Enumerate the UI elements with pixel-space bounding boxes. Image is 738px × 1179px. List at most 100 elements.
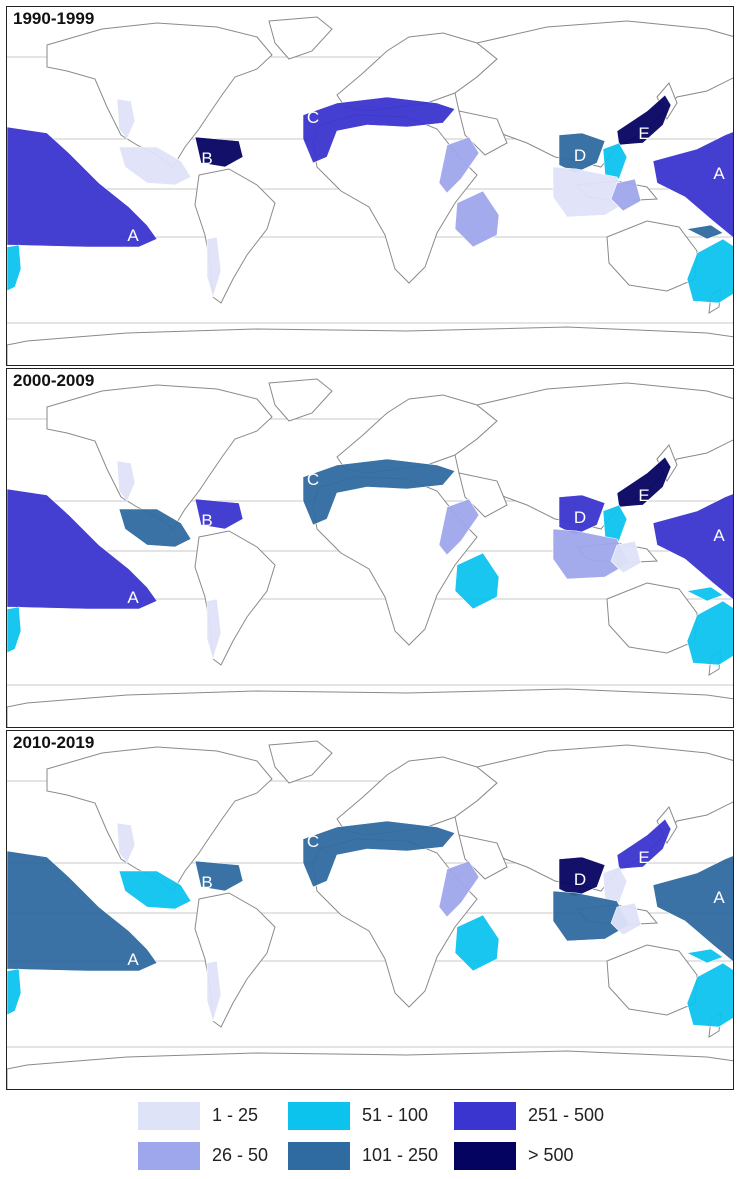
- zone-png: [686, 586, 724, 602]
- zone-aus-east: [686, 238, 733, 304]
- land-mass: [7, 326, 733, 365]
- zone-label-B: B: [201, 149, 212, 168]
- zone-label-C: C: [307, 470, 319, 489]
- zone-D: [558, 132, 606, 174]
- zone-pac-west: [7, 606, 22, 654]
- zone-A-west: [7, 488, 158, 610]
- zone-label-A-west: A: [127, 950, 139, 969]
- land-mass: [606, 220, 698, 292]
- legend-label: 51 - 100: [362, 1105, 429, 1125]
- zone-label-A-west: A: [127, 226, 139, 245]
- zone-scs: [602, 142, 628, 180]
- zone-label-D: D: [574, 508, 586, 527]
- legend-label: 1 - 25: [212, 1105, 259, 1125]
- zone-chile: [206, 598, 222, 661]
- legend: 1 - 25 26 - 50 51 - 100 101 - 250 251 - …: [138, 1102, 618, 1172]
- legend-swatch: [288, 1102, 350, 1130]
- legend-label: 26 - 50: [212, 1145, 269, 1165]
- legend-swatch: [288, 1142, 350, 1170]
- zone-E: [616, 94, 672, 146]
- zone-label-A-east: A: [713, 888, 725, 907]
- legend-label: 101 - 250: [362, 1145, 439, 1165]
- land-mass: [46, 384, 273, 530]
- zone-chile: [206, 960, 222, 1023]
- land-mass: [46, 746, 273, 892]
- land-mass: [312, 476, 478, 646]
- zone-indonesia: [552, 528, 630, 580]
- zone-label-D: D: [574, 870, 586, 889]
- zone-C: [302, 820, 456, 888]
- panel-title: 2000-2009: [10, 371, 98, 391]
- zone-A-west: [7, 126, 158, 248]
- zone-philippines: [610, 902, 642, 936]
- zone-E: [616, 456, 672, 508]
- zone-label-E: E: [638, 486, 649, 505]
- zone-label-A-east: A: [713, 526, 725, 545]
- zone-A-east: [652, 131, 733, 238]
- land-mass: [606, 944, 698, 1016]
- land-mass: [458, 834, 508, 880]
- land-mass: [7, 1050, 733, 1089]
- zone-somalia: [438, 498, 480, 556]
- zone-pac-west: [7, 968, 22, 1016]
- land-mass: [606, 582, 698, 654]
- panel-title: 1990-1999: [10, 9, 98, 29]
- map-panel-2000-2009: 2000-2009 A A B C D E: [6, 368, 734, 728]
- legend-swatch: [138, 1142, 200, 1170]
- legend-label: > 500: [528, 1145, 574, 1165]
- zone-A-west: [7, 850, 158, 972]
- zone-madagascar: [454, 190, 500, 248]
- legend-label: 251 - 500: [528, 1105, 605, 1125]
- panel-title: 2010-2019: [10, 733, 98, 753]
- zone-label-A-west: A: [127, 588, 139, 607]
- zone-png: [686, 224, 724, 240]
- zone-label-C: C: [307, 108, 319, 127]
- world-map-2010-2019: A A B C D E: [7, 740, 733, 1089]
- zone-B: [194, 860, 244, 892]
- zone-philippines: [610, 178, 642, 212]
- zone-A-east: [652, 855, 733, 962]
- zone-philippines: [610, 540, 642, 574]
- zone-label-B: B: [201, 511, 212, 530]
- zone-label-A-east: A: [713, 164, 725, 183]
- zone-somalia: [438, 860, 480, 918]
- zone-mexico-pacific: [118, 146, 192, 186]
- zone-scs: [602, 866, 628, 904]
- legend-swatch: [454, 1142, 516, 1170]
- zone-scs: [602, 504, 628, 542]
- zone-label-C: C: [307, 832, 319, 851]
- zone-aus-east: [686, 962, 733, 1028]
- legend-swatch: [138, 1102, 200, 1130]
- land-mass: [268, 740, 333, 784]
- zone-png: [686, 948, 724, 964]
- land-mass: [458, 110, 508, 156]
- legend-swatch: [454, 1102, 516, 1130]
- zone-label-E: E: [638, 124, 649, 143]
- zone-madagascar: [454, 552, 500, 610]
- world-map-1990-1999: A A B C D E: [7, 16, 733, 365]
- zone-mexico-pacific: [118, 508, 192, 548]
- land-mass: [458, 472, 508, 518]
- zone-label-E: E: [638, 848, 649, 867]
- world-map-2000-2009: A A B C D E: [7, 378, 733, 727]
- zone-D: [558, 494, 606, 536]
- zone-chile: [206, 236, 222, 299]
- zone-aus-east: [686, 600, 733, 666]
- land-mass: [7, 688, 733, 727]
- zone-us-west: [116, 98, 136, 140]
- land-mass: [312, 838, 478, 1008]
- zone-indonesia: [552, 166, 630, 218]
- zone-C: [302, 458, 456, 526]
- zone-pac-west: [7, 244, 22, 292]
- zone-E: [616, 818, 672, 870]
- land-mass: [268, 16, 333, 60]
- zone-B: [194, 136, 244, 168]
- zone-madagascar: [454, 914, 500, 972]
- zone-C: [302, 96, 456, 164]
- zone-us-west: [116, 822, 136, 864]
- zone-us-west: [116, 460, 136, 502]
- zone-mexico-pacific: [118, 870, 192, 910]
- land-mass: [46, 22, 273, 168]
- zone-label-B: B: [201, 873, 212, 892]
- land-mass: [312, 114, 478, 284]
